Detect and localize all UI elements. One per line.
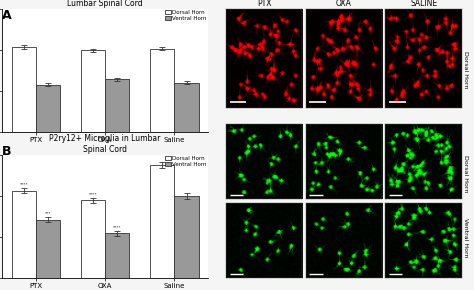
Bar [81, 200, 105, 278]
Text: ****: **** [113, 225, 121, 229]
Text: Dorsal Horn: Dorsal Horn [463, 51, 468, 88]
Bar [174, 196, 199, 278]
Text: ****: **** [89, 192, 97, 196]
Bar [150, 49, 174, 133]
Bar [12, 191, 36, 278]
Text: Dorsal Horn: Dorsal Horn [463, 155, 468, 193]
Title: IBA-1+ Microglia/Macrophages in
Lumbar Spinal Cord: IBA-1+ Microglia/Macrophages in Lumbar S… [42, 0, 169, 8]
Legend: Dorsal Horn, Ventral Horn: Dorsal Horn, Ventral Horn [164, 155, 208, 167]
Legend: Dorsal Horn, Ventral Horn: Dorsal Horn, Ventral Horn [164, 9, 208, 21]
Bar [12, 47, 36, 133]
Text: ****: **** [19, 183, 28, 187]
Title: OXA: OXA [336, 0, 352, 8]
Bar [36, 85, 60, 133]
Text: A: A [2, 9, 12, 22]
Title: SALINE: SALINE [410, 0, 438, 8]
Bar [150, 165, 174, 278]
Bar [81, 50, 105, 133]
Text: Ventral Horn: Ventral Horn [463, 218, 468, 258]
Bar [36, 220, 60, 278]
Title: PTX: PTX [257, 0, 271, 8]
Text: ***: *** [45, 211, 51, 215]
Bar [174, 83, 199, 133]
Bar [105, 233, 129, 278]
Title: P2ry12+ Microglia in Lumbar
Spinal Cord: P2ry12+ Microglia in Lumbar Spinal Cord [49, 134, 161, 154]
Bar [105, 79, 129, 133]
Text: B: B [2, 145, 12, 158]
